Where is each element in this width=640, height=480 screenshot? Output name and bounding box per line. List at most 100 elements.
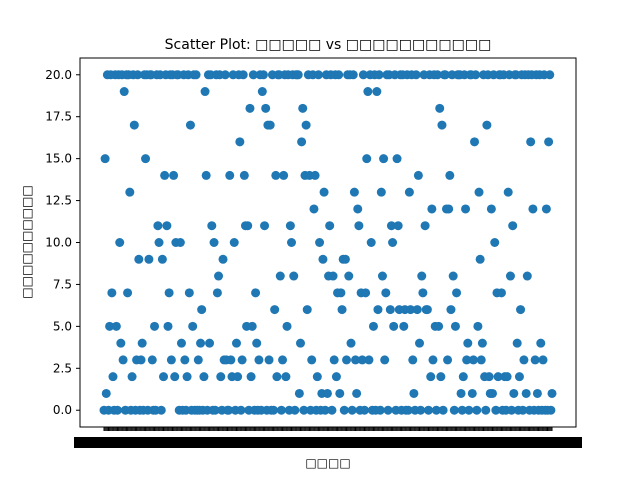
data-point (446, 305, 456, 315)
data-point (231, 338, 241, 348)
data-point (313, 70, 323, 80)
data-point (496, 288, 506, 298)
data-point (426, 372, 436, 382)
data-point (329, 355, 339, 365)
data-point (170, 372, 180, 382)
x-axis-label: □□□□ (305, 456, 350, 470)
data-point (507, 405, 517, 415)
data-point (237, 355, 247, 365)
data-point (224, 405, 234, 415)
data-point (251, 288, 261, 298)
data-point (201, 170, 211, 180)
data-point (509, 388, 519, 398)
data-point (233, 372, 243, 382)
data-point (366, 238, 376, 247)
y-tick-label: 5.0 (53, 319, 72, 333)
data-point (147, 355, 157, 365)
data-point (357, 355, 367, 365)
data-point (467, 388, 477, 398)
data-point (328, 271, 338, 281)
data-point (260, 221, 270, 231)
data-point (136, 355, 146, 365)
data-point (423, 405, 433, 415)
y-axis: 0.0 2.5 5.0 7.5 10.0 12.5 15.0 17.5 20.0 (45, 68, 80, 417)
data-point (490, 238, 500, 247)
data-point (298, 103, 308, 113)
data-point (416, 405, 426, 415)
data-point (474, 187, 484, 197)
data-point (226, 355, 236, 365)
data-point (157, 254, 167, 264)
data-point (127, 372, 137, 382)
data-point (464, 405, 474, 415)
data-point (257, 87, 267, 97)
data-point (545, 70, 555, 80)
data-point (346, 338, 356, 348)
data-point (544, 137, 554, 147)
data-point (175, 238, 185, 247)
data-point (468, 355, 478, 365)
data-point (438, 405, 448, 415)
y-tick-label: 10.0 (45, 236, 72, 250)
data-point (327, 405, 337, 415)
data-point (276, 405, 286, 415)
data-point (154, 238, 164, 247)
data-point (381, 288, 391, 298)
data-point (359, 405, 369, 415)
data-point (196, 338, 206, 348)
y-tick-label: 7.5 (53, 277, 72, 291)
data-point (526, 137, 536, 147)
data-point (302, 305, 312, 315)
data-point (458, 372, 468, 382)
data-point (107, 288, 117, 298)
data-point (193, 355, 203, 365)
data-point (448, 271, 458, 281)
data-point (185, 120, 195, 130)
data-point (532, 388, 542, 398)
data-point (235, 137, 245, 147)
data-point (123, 288, 133, 298)
data-point (463, 338, 473, 348)
data-point (246, 372, 256, 382)
data-point (472, 405, 482, 415)
data-point (309, 204, 319, 214)
data-point (449, 405, 459, 415)
data-point (160, 170, 170, 180)
data-point (475, 254, 485, 264)
data-point (477, 338, 487, 348)
data-point (415, 338, 425, 348)
data-point (261, 103, 271, 113)
data-point (315, 238, 325, 247)
data-point (112, 405, 122, 415)
data-point (487, 388, 497, 398)
data-point (225, 170, 235, 180)
data-point (536, 338, 546, 348)
data-point (445, 170, 455, 180)
data-point (166, 355, 176, 365)
data-point (344, 271, 354, 281)
data-point (408, 355, 418, 365)
data-point (484, 372, 494, 382)
data-point (518, 405, 528, 415)
data-point (307, 355, 317, 365)
data-point (335, 388, 345, 398)
data-point (111, 321, 121, 331)
data-point (334, 70, 344, 80)
data-point (502, 372, 512, 382)
data-point (347, 405, 357, 415)
data-point (197, 305, 207, 315)
data-point (289, 271, 299, 281)
data-point (422, 305, 432, 315)
data-point (491, 405, 501, 415)
data-point (320, 405, 330, 415)
data-point (339, 405, 349, 415)
plot-area (79, 57, 577, 428)
data-point (319, 187, 329, 197)
data-point (322, 388, 332, 398)
data-point (281, 372, 291, 382)
data-point (473, 321, 483, 331)
data-point (379, 154, 389, 164)
data-point (528, 204, 538, 214)
data-point (336, 288, 346, 298)
data-point (191, 70, 201, 80)
